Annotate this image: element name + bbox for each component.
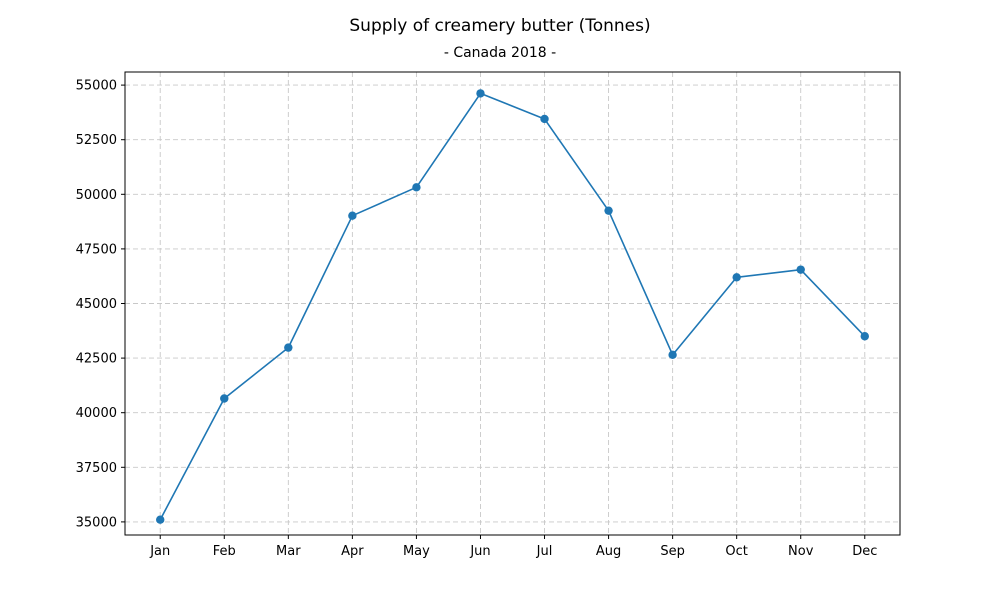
x-tick-label: Mar [276,544,301,559]
data-point [412,183,421,192]
y-tick-label: 37500 [76,461,117,476]
plot-frame [124,71,901,536]
y-tick-label: 50000 [76,188,117,203]
chart-subtitle: - Canada 2018 - [443,45,557,61]
x-tick-label: Jan [149,544,170,559]
y-tick-label: 52500 [76,133,117,148]
x-tick-label: Nov [788,544,814,559]
data-point [220,394,229,403]
x-tick-label: Feb [213,544,236,559]
data-point [668,350,677,360]
grid-layer [125,72,900,535]
y-tick-label: 35000 [76,515,117,530]
x-tick-label: Dec [852,544,877,559]
data-point [476,89,485,98]
data-point [348,211,357,220]
data-point [796,265,805,274]
tick-labels-layer: Jan Feb Mar Apr May Jun Jul Aug Sep Oct Nov Dec 3500… [76,79,878,559]
data-point [604,206,613,215]
data-point [284,343,293,352]
x-tick-label: Jul [536,544,553,559]
data-point [732,273,741,282]
y-tick-label: 47500 [76,242,117,257]
y-tick-label: 45000 [76,297,117,312]
x-tick-label: May [403,544,430,559]
y-tick-label: 42500 [76,352,117,367]
x-tick-label: Apr [341,544,364,559]
x-tick-label: Sep [660,544,685,559]
chart-title: Supply of creamery butter (Tonnes) [349,16,651,36]
y-tick-label: 40000 [76,406,117,421]
x-tick-label: Jun [469,544,490,559]
x-tick-label: Aug [596,544,621,559]
series-layer [156,89,869,524]
data-point [540,114,549,124]
series-line [159,92,866,521]
data-point [860,332,869,341]
axes-layer [121,71,901,539]
y-tick-label: 55000 [76,79,117,94]
data-point [156,515,165,524]
x-tick-label: Oct [725,544,747,559]
